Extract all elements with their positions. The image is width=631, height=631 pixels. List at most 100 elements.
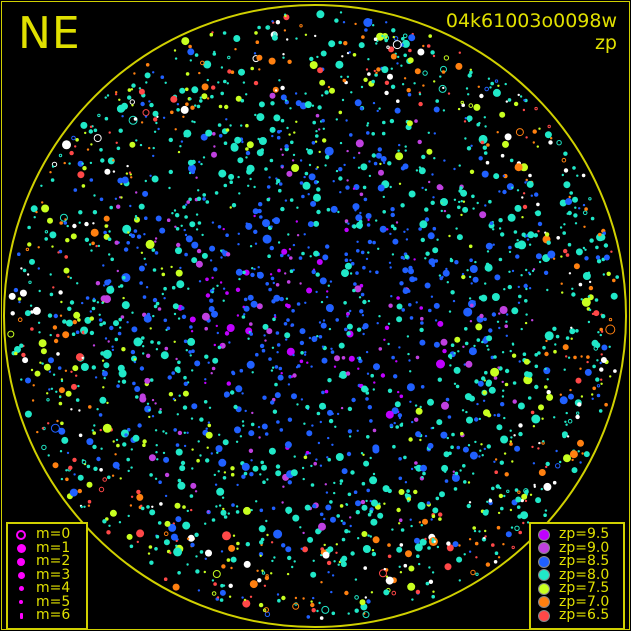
star-marker (218, 169, 227, 178)
star-marker (248, 430, 255, 437)
star-marker (168, 169, 173, 175)
star-marker (492, 243, 495, 246)
star-marker (492, 88, 501, 97)
star-marker (205, 427, 208, 430)
star-marker (547, 124, 551, 129)
star-marker (505, 531, 512, 538)
star-marker (392, 238, 399, 245)
star-marker (514, 445, 521, 452)
star-marker (433, 80, 436, 83)
star-marker (524, 299, 528, 303)
star-marker (247, 337, 250, 340)
star-marker (163, 539, 170, 546)
star-marker (227, 512, 230, 515)
star-marker (133, 117, 138, 121)
star-marker (52, 325, 58, 330)
star-marker (544, 509, 548, 512)
star-marker (217, 81, 220, 84)
star-marker (224, 393, 229, 398)
star-marker (453, 382, 457, 385)
star-marker (457, 205, 461, 210)
star-marker (274, 392, 281, 399)
star-marker (588, 308, 592, 312)
star-marker (69, 488, 78, 497)
star-marker (446, 544, 454, 552)
star-marker (457, 350, 460, 353)
star-marker (277, 268, 281, 273)
star-marker (30, 205, 38, 213)
star-marker (46, 392, 49, 395)
star-marker (344, 258, 349, 263)
star-marker (175, 544, 178, 547)
star-marker (325, 244, 330, 249)
star-marker (220, 509, 227, 516)
star-marker (498, 218, 503, 223)
star-marker (10, 311, 15, 316)
star-marker (428, 258, 436, 266)
star-marker (197, 440, 200, 443)
star-marker (384, 80, 390, 86)
star-marker (472, 526, 477, 530)
star-marker (212, 287, 215, 290)
star-marker (584, 207, 588, 211)
star-marker (126, 241, 130, 245)
star-marker (314, 140, 318, 143)
star-marker (185, 349, 188, 352)
star-marker (104, 116, 109, 121)
star-marker (396, 507, 401, 513)
star-marker (494, 79, 499, 83)
star-marker (142, 352, 145, 355)
star-marker (594, 298, 599, 302)
star-marker (146, 402, 150, 405)
star-marker (476, 402, 479, 406)
zp-color-icon (537, 556, 551, 567)
star-marker (321, 94, 324, 97)
star-marker (522, 108, 526, 112)
star-marker (239, 368, 244, 373)
star-marker (283, 322, 288, 326)
star-marker (523, 99, 526, 102)
star-marker (299, 526, 302, 529)
star-marker (142, 190, 149, 197)
star-marker (389, 266, 392, 269)
star-marker (301, 251, 305, 256)
star-marker (575, 414, 580, 420)
star-marker (390, 67, 393, 70)
star-marker (389, 118, 395, 124)
star-marker (163, 318, 168, 323)
star-marker (142, 443, 146, 448)
star-marker (75, 353, 84, 362)
star-marker (436, 238, 439, 241)
star-marker (87, 499, 92, 504)
star-marker (44, 230, 49, 234)
star-marker (166, 218, 171, 222)
star-marker (325, 295, 329, 299)
star-marker (523, 283, 528, 289)
star-marker (302, 546, 308, 553)
star-marker (59, 221, 63, 225)
star-marker (354, 22, 357, 26)
star-marker (157, 521, 162, 525)
star-marker (78, 409, 81, 412)
star-marker (330, 347, 333, 350)
star-marker (39, 361, 42, 364)
star-marker (270, 369, 274, 372)
star-marker (362, 265, 366, 270)
star-marker (89, 125, 93, 128)
star-marker (196, 196, 202, 201)
star-marker (568, 393, 574, 400)
star-marker (521, 493, 528, 500)
star-marker (371, 79, 376, 84)
star-marker (427, 398, 434, 406)
star-marker (366, 223, 371, 227)
star-marker (471, 194, 475, 199)
star-marker (211, 518, 216, 522)
star-marker (422, 84, 425, 87)
star-marker (414, 404, 418, 407)
star-marker (49, 273, 52, 276)
star-marker (284, 199, 288, 202)
star-marker (103, 362, 110, 369)
star-marker (375, 270, 379, 275)
star-marker (344, 590, 349, 596)
star-marker (467, 73, 472, 78)
